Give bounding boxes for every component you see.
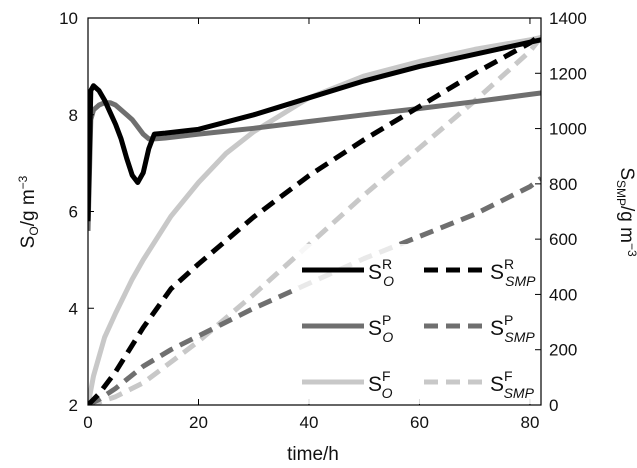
y-tick-label-left: 6 [69,203,78,222]
y-tick-label-right: 0 [549,396,558,415]
x-axis-label: time/h [287,444,339,465]
x-tick-label: 20 [189,413,208,432]
legend-label: SP SMP [490,312,535,345]
x-tick-label: 60 [410,413,429,432]
y-tick-label-left: 4 [69,299,78,318]
series-line-o-p [88,90,541,231]
y-tick-label-right: 200 [549,341,577,360]
legend-label: SR O [368,256,394,289]
series-line-smp-r [88,32,541,405]
legend-label: SR SMP [490,256,536,289]
y-axis-label-left: SO/g m−3 [16,175,41,248]
y-tick-label-right: 600 [549,230,577,249]
legend-label: SF O [368,368,393,401]
series-line-o-f [88,34,541,405]
legend-label: SP O [368,312,393,345]
y-tick-label-right: 400 [549,285,577,304]
y-tick-label-left: 8 [69,106,78,125]
x-tick-label: 40 [300,413,319,432]
legend-label: SF SMP [490,368,535,401]
y-tick-label-right: 800 [549,175,577,194]
x-tick-label: 0 [83,413,92,432]
y-tick-label-right: 1000 [549,120,587,139]
series-line-smp-f [88,35,541,405]
y-tick-label-left: 10 [59,9,78,28]
legend: SR O SR SMP SP O SP SMP SF O SF SMP [298,244,536,404]
series-line-smp-p [88,176,541,405]
axes-layer: 0 20 40 60 80 2 4 6 8 10 0 200 400 600 800 1000 1200 1400 [59,9,587,432]
series-layer [88,32,541,405]
y-axis-label-right: SSMP/g m−3 [614,167,637,257]
x-tick-label: 80 [520,413,539,432]
y-tick-label-right: 1400 [549,9,587,28]
y-tick-label-right: 1200 [549,64,587,83]
y-tick-label-left: 2 [69,396,78,415]
series-line-o-r [88,37,541,222]
